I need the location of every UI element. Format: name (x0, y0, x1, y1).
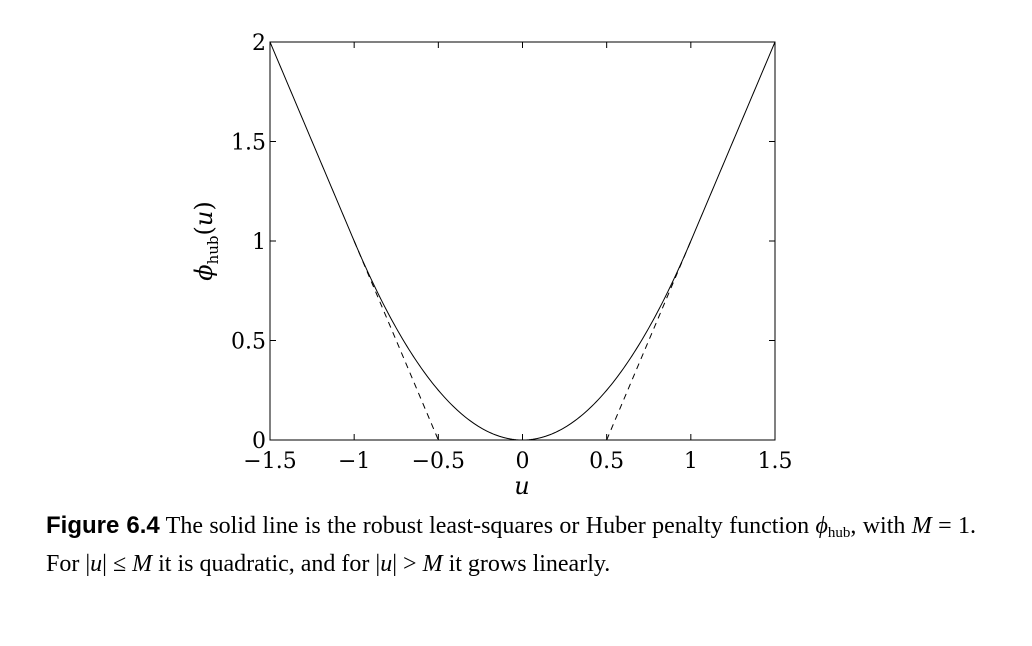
plot-frame (269, 41, 776, 441)
y-tick-label: 2 (252, 31, 266, 56)
caption-u-2: u (380, 551, 393, 577)
caption-text-4: | ≤ (102, 551, 133, 577)
huber-curve (269, 41, 776, 441)
x-axis-label: u (514, 472, 529, 500)
dashed-extension-1 (353, 240, 439, 441)
x-tick-labels: −1.5 −1 −0.5 0 0.5 1 1.5 (243, 449, 792, 474)
x-tick-label: 0 (516, 449, 530, 474)
y-tick-label: 1.5 (231, 131, 266, 156)
y-tick-label: 1 (252, 230, 266, 255)
figure-caption: Figure 6.4 The solid line is the robust … (46, 510, 976, 580)
caption-m-1: M (911, 513, 932, 539)
caption-text-5: it is quadratic, and for | (152, 551, 381, 577)
x-tick-label: −0.5 (412, 449, 465, 474)
caption-text-7: it grows linearly. (442, 551, 611, 577)
caption-phi-sub: hub (827, 525, 851, 541)
x-tick-label: 1.5 (758, 449, 793, 474)
caption-text-2: , with (850, 513, 912, 539)
caption-phi: ϕ (815, 513, 828, 539)
caption-text-6: | > (392, 551, 423, 577)
series-layer (269, 41, 776, 441)
huber-penalty-chart: −1.5 −1 −0.5 0 0.5 1 1.5 0 0.5 1 1.5 2 u ϕhub(u) (190, 31, 793, 500)
caption-text-1: The solid line is the robust least-squar… (159, 513, 816, 539)
axis-ticks (269, 41, 776, 441)
caption-u-1: u (90, 551, 103, 577)
y-tick-label: 0.5 (231, 330, 266, 355)
caption-m-2: M (132, 551, 153, 577)
svg-text:ϕhub(u): ϕhub(u) (190, 201, 222, 281)
y-tick-label: 0 (252, 429, 266, 454)
x-tick-label: 0.5 (589, 449, 624, 474)
caption-text-3: = 1. For | (46, 513, 976, 577)
x-tick-label: 1 (684, 449, 698, 474)
caption-m-3: M (422, 551, 443, 577)
y-axis-label: ϕhub(u) (190, 201, 222, 281)
dashed-extension-2 (606, 240, 692, 441)
figure-number: Figure 6.4 (46, 512, 160, 539)
x-tick-label: −1.5 (243, 449, 296, 474)
x-tick-label: −1 (338, 449, 370, 474)
y-tick-labels: 0 0.5 1 1.5 2 (231, 31, 266, 454)
